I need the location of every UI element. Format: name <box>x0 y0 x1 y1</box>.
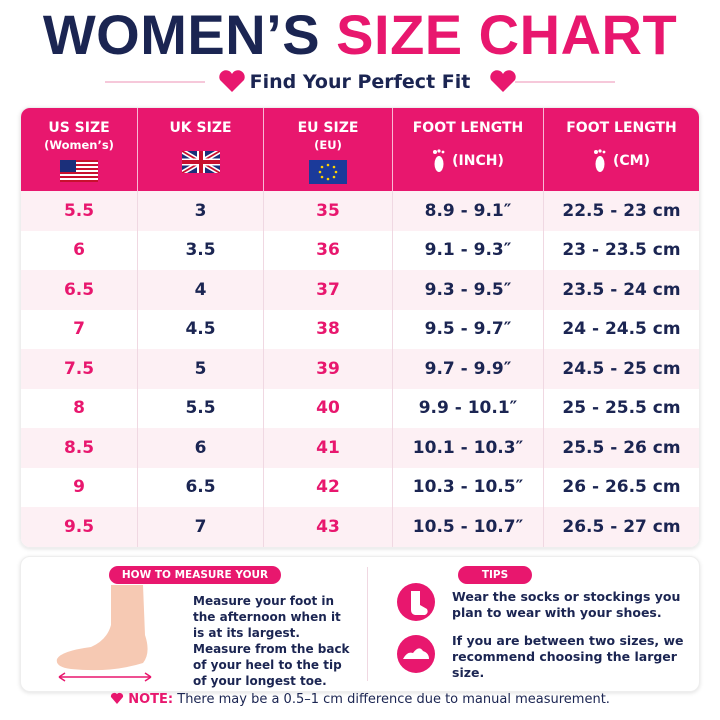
header-unit: (CM) <box>544 149 699 173</box>
table-row: 6.5 4 37 9.3 - 9.5″ 23.5 - 24 cm <box>21 270 699 310</box>
tip-text: Wear the socks or stockings you plan to … <box>452 589 681 620</box>
title-dark: WOMEN’S <box>42 3 321 66</box>
table-cell: 10.3 - 10.5″ <box>393 467 544 507</box>
table-header: US SIZE (Women’s) UK SIZE EU SIZE (EU) F… <box>21 108 699 191</box>
header-cell: EU SIZE (EU) <box>264 108 393 191</box>
table-cell: 41 <box>264 428 393 468</box>
header-label: FOOT LENGTH <box>566 120 677 136</box>
subtitle-row: Find Your Perfect Fit <box>0 68 720 96</box>
table-cell: 7.5 <box>21 349 138 389</box>
table-cell: 22.5 - 23 cm <box>562 200 681 221</box>
table-cell: 43 <box>264 507 393 547</box>
header-sublabel: (EU) <box>314 138 342 152</box>
table-cell: 23 - 23.5 cm <box>562 240 681 261</box>
table-cell: 4.5 <box>138 309 264 349</box>
header-unit: (INCH) <box>393 149 543 173</box>
measure-text: Measure your foot in the afternoon when … <box>193 594 350 688</box>
table-cell: 9 <box>21 467 138 507</box>
table-cell: 3.5 <box>138 230 264 270</box>
table-cell: 9.3 - 9.5″ <box>393 270 544 310</box>
title-pink: SIZE CHART <box>336 3 678 66</box>
table-cell: 8.5 <box>21 428 138 468</box>
header-sublabel: (Women’s) <box>44 138 114 152</box>
header-label: FOOT LENGTH <box>412 120 524 136</box>
table-cell: 10.5 - 10.7″ <box>393 507 544 547</box>
table-cell: 40 <box>264 388 393 428</box>
table-cell: 6.5 <box>21 270 138 310</box>
header-cell: US SIZE (Women’s) <box>21 108 138 191</box>
table-cell: 26 - 26.5 cm <box>562 477 681 498</box>
note-label: NOTE: <box>128 692 174 707</box>
table-cell: 5.5 <box>21 191 138 231</box>
table-cell: 8 <box>21 388 138 428</box>
title: WOMEN’S SIZE CHART <box>0 4 720 66</box>
table-cell: 3 <box>138 191 264 231</box>
table-cell: 37 <box>264 270 393 310</box>
header-label: UK SIZE <box>169 120 232 136</box>
header-cell: UK SIZE <box>138 108 264 191</box>
table-cell: 6 <box>21 230 138 270</box>
header-label: EU SIZE <box>297 120 359 136</box>
footprint-icon <box>593 149 606 172</box>
uk-flag <box>181 151 220 173</box>
table-cell: 23.5 - 24 cm <box>562 279 681 300</box>
table-row: 6 3.5 36 9.1 - 9.3″ 23 - 23.5 cm <box>21 230 699 270</box>
table-cell: 8.9 - 9.1″ <box>393 191 544 231</box>
table-cell: 9.1 - 9.3″ <box>393 230 544 270</box>
subtitle-decoration <box>105 70 615 92</box>
note-heart <box>111 692 124 704</box>
table-cell: 9.5 <box>21 507 138 547</box>
table-cell: 25 - 25.5 cm <box>562 398 681 419</box>
header-cell: FOOT LENGTH (INCH) <box>393 108 544 191</box>
table-cell: 25.5 - 26 cm <box>562 437 681 458</box>
header-sublabel: (INCH) <box>452 152 504 169</box>
table-cell: 7 <box>21 309 138 349</box>
header-sublabel: (CM) <box>612 152 650 169</box>
header-label: US SIZE <box>48 120 110 136</box>
note-text: There may be a 0.5–1 cm difference due t… <box>177 692 610 707</box>
size-table: US SIZE (Women’s) UK SIZE EU SIZE (EU) F… <box>20 107 700 548</box>
table-row: 9.5 7 43 10.5 - 10.7″ 26.5 - 27 cm <box>21 507 699 547</box>
table-row: 7 4.5 38 9.5 - 9.7″ 24 - 24.5 cm <box>21 309 699 349</box>
table-row: 8 5.5 40 9.9 - 10.1″ 25 - 25.5 cm <box>21 388 699 428</box>
us-flag <box>60 160 98 182</box>
table-cell: 5.5 <box>138 388 264 428</box>
table-cell: 35 <box>264 191 393 231</box>
table-row: 7.5 5 39 9.7 - 9.9″ 24.5 - 25 cm <box>21 349 699 389</box>
table-cell: 24.5 - 25 cm <box>562 358 681 379</box>
table-cell: 42 <box>264 467 393 507</box>
table-cell: 39 <box>264 349 393 389</box>
tips-title: TIPS <box>458 566 532 584</box>
table-cell: 4 <box>138 270 264 310</box>
table-cell: 36 <box>264 230 393 270</box>
header-cell: FOOT LENGTH (CM) <box>544 108 699 191</box>
divider <box>367 567 368 681</box>
table-cell: 24 - 24.5 cm <box>562 319 681 340</box>
note: NOTE: There may be a 0.5–1 cm difference… <box>0 692 720 707</box>
table-cell: 6.5 <box>138 467 264 507</box>
foot-illustration <box>56 585 152 682</box>
table-cell: 10.1 - 10.3″ <box>393 428 544 468</box>
table-row: 8.5 6 41 10.1 - 10.3″ 25.5 - 26 cm <box>21 428 699 468</box>
subtitle: Find Your Perfect Fit <box>249 71 471 93</box>
table-cell: 9.7 - 9.9″ <box>393 349 544 389</box>
tips-icons <box>397 583 435 673</box>
eu-flag <box>309 160 347 184</box>
table-cell: 26.5 - 27 cm <box>562 516 681 537</box>
table-row: 9 6.5 42 10.3 - 10.5″ 26 - 26.5 cm <box>21 467 699 507</box>
table-cell: 9.9 - 10.1″ <box>393 388 544 428</box>
table-cell: 5 <box>138 349 264 389</box>
table-body: 5.5 3 35 8.9 - 9.1″ 22.5 - 23 cm 6 3.5 36 9.1 - … <box>21 191 699 547</box>
table-row: 5.5 3 35 8.9 - 9.1″ 22.5 - 23 cm <box>21 191 699 231</box>
table-cell: 6 <box>138 428 264 468</box>
tip-text: If you are between two sizes, we recomme… <box>452 633 684 680</box>
info-panel: HOW TO MEASURE YOUR FOOT Measure your fo… <box>20 556 700 692</box>
footprint-icon <box>433 149 445 172</box>
table-cell: 7 <box>138 507 264 547</box>
table-cell: 38 <box>264 309 393 349</box>
measure-title: HOW TO MEASURE YOUR FOOT <box>109 566 281 599</box>
table-cell: 9.5 - 9.7″ <box>393 309 544 349</box>
